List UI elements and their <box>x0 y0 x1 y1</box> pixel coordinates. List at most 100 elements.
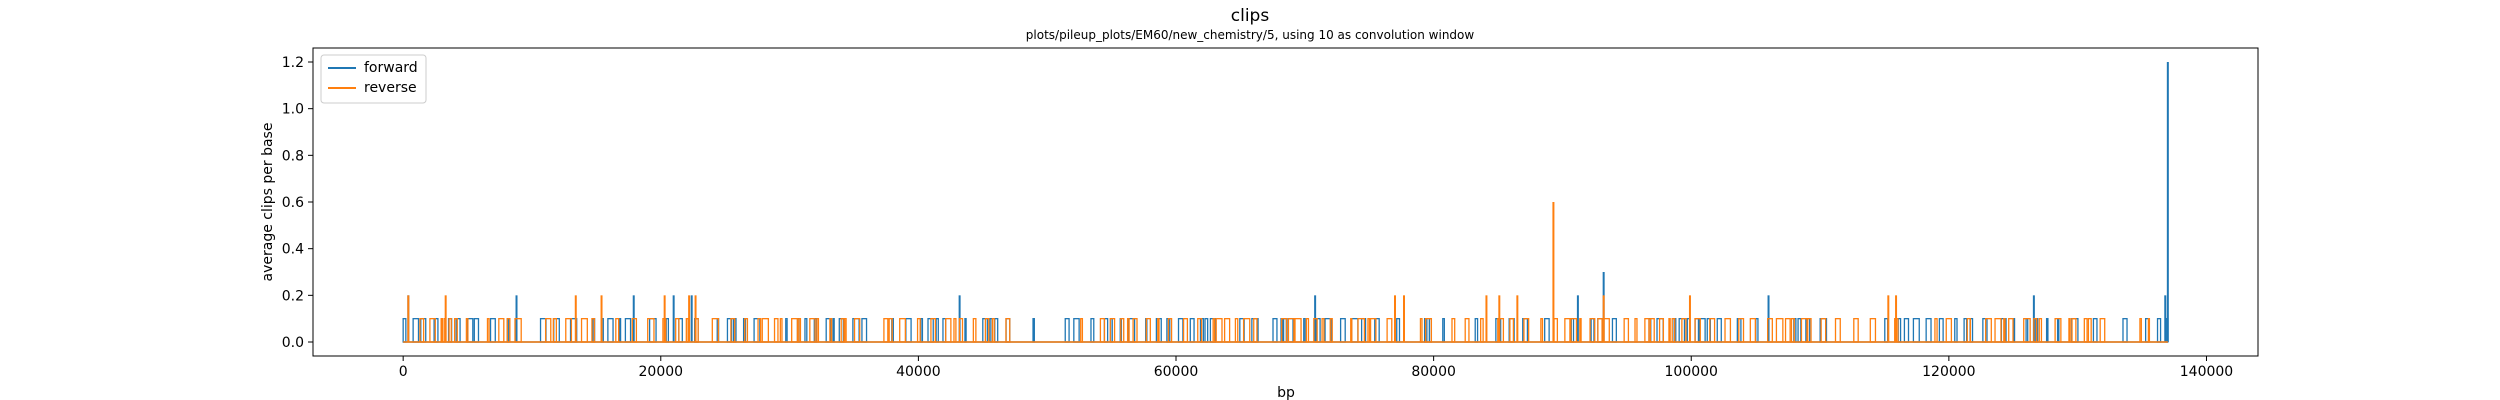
legend: forward reverse <box>320 54 427 104</box>
series-reverse-pulse <box>1424 318 1432 343</box>
series-reverse-pulse <box>1994 318 2002 343</box>
series-forward-pulse <box>2045 318 2049 343</box>
series-reverse-pulse <box>773 318 779 343</box>
series-reverse-pulse <box>453 318 458 343</box>
y-tick-label: 0.0 <box>282 335 304 351</box>
series-reverse-pulse <box>675 318 680 343</box>
series-reverse-pulse <box>429 318 436 343</box>
chart-subtitle: plots/pileup_plots/EM60/new_chemistry/5,… <box>1026 28 1475 42</box>
series-reverse-pulse <box>744 318 749 343</box>
series-reverse-pulse <box>1634 318 1638 343</box>
x-tick-label: 40000 <box>896 364 941 380</box>
series-reverse-pulse <box>2023 318 2031 343</box>
series-reverse-pulse <box>419 318 425 343</box>
series-reverse-pulse <box>685 318 689 343</box>
series-reverse-pulse <box>1350 318 1353 343</box>
series-reverse-pulse <box>1579 318 1582 343</box>
series-forward-pulse <box>832 318 835 343</box>
series-reverse-pulse <box>1294 318 1302 343</box>
x-tick-label: 120000 <box>1922 364 1975 380</box>
x-ticks: 0 20000 40000 60000 80000 100000 120000 140000 <box>399 356 2233 380</box>
series-reverse-pulse <box>1807 318 1812 343</box>
x-tick-label: 100000 <box>1665 364 1718 380</box>
series-reverse-pulse <box>2003 318 2006 343</box>
series-reverse-pulse <box>1694 318 1701 343</box>
series-reverse-pulse <box>1869 318 1877 343</box>
series-layer <box>402 62 2169 343</box>
series-reverse-pulse <box>1644 318 1650 343</box>
series-reverse-pulse <box>1597 318 1603 343</box>
series-reverse-pulse <box>1464 318 1470 343</box>
series-reverse-pulse <box>899 318 906 343</box>
series-reverse-pulse <box>757 318 762 343</box>
legend-label-reverse: reverse <box>364 80 417 96</box>
series-reverse-pulse <box>1668 318 1671 343</box>
legend-label-forward: forward <box>364 60 418 76</box>
series-reverse-pulse <box>1540 318 1544 343</box>
series-reverse-pulse <box>1934 318 1938 343</box>
series-reverse-pulse <box>591 318 596 343</box>
series-reverse-pulse <box>991 318 995 343</box>
series-reverse-pulse <box>844 318 847 343</box>
y-tick-label: 0.2 <box>282 288 304 304</box>
series-reverse-pulse <box>916 318 921 343</box>
series-reverse-pulse <box>440 318 444 343</box>
series-reverse-pulse <box>840 318 845 343</box>
series-reverse-pulse <box>1357 318 1366 343</box>
y-tick-label: 0.4 <box>282 242 304 258</box>
series-reverse-pulse <box>1167 318 1173 343</box>
series-reverse-pulse <box>1234 318 1239 343</box>
series-reverse-pulse <box>1287 318 1295 343</box>
series-reverse-pulse <box>984 318 990 343</box>
series-reverse-pulse <box>711 318 720 343</box>
series-reverse-pulse <box>798 318 802 343</box>
series-reverse-pulse <box>1157 318 1160 343</box>
series-reverse-pulse <box>958 318 964 343</box>
series-reverse-pulse <box>1523 318 1530 343</box>
series-reverse-pulse <box>1649 318 1655 343</box>
series-reverse-pulse <box>1480 318 1484 343</box>
series-reverse-pulse <box>1080 318 1084 343</box>
series-reverse-pulse <box>2147 318 2151 343</box>
series-reverse-pulse <box>580 318 588 343</box>
series-reverse-pulse <box>730 318 736 343</box>
series-reverse-pulse <box>883 318 889 343</box>
series-reverse-pulse <box>1386 318 1393 343</box>
series-reverse-pulse <box>506 318 511 343</box>
series-reverse-pulse <box>1281 318 1288 343</box>
series-reverse-pulse <box>448 318 452 343</box>
series-reverse-pulse <box>1223 318 1231 343</box>
x-tick-label: 20000 <box>639 364 684 380</box>
series-reverse-pulse <box>486 318 490 343</box>
series-reverse-pulse <box>1099 318 1106 343</box>
series-reverse-pulse <box>1497 318 1505 343</box>
series-reverse-pulse <box>1775 318 1784 343</box>
x-tick-label: 140000 <box>2180 364 2233 380</box>
series-reverse-pulse <box>1313 318 1318 343</box>
series-reverse-pulse <box>816 318 820 343</box>
y-tick-label: 0.8 <box>282 148 304 164</box>
series-reverse-pulse <box>2087 318 2092 343</box>
series-reverse-pulse <box>647 318 655 343</box>
series-reverse-pulse <box>1005 318 1011 343</box>
series-forward-pulse <box>618 318 622 343</box>
series-reverse-pulse <box>1182 318 1189 343</box>
series-reverse-pulse <box>1800 318 1808 343</box>
x-tick-label: 80000 <box>1411 364 1456 380</box>
series-reverse-pulse <box>1109 318 1116 343</box>
series-reverse-pulse <box>2071 318 2077 343</box>
series-reverse-pulse <box>779 318 783 343</box>
series-reverse-pulse <box>2033 318 2038 343</box>
series-reverse-pulse <box>2054 318 2062 343</box>
series-reverse-pulse <box>1724 318 1732 343</box>
series-reverse-pulse <box>1132 318 1138 343</box>
series-reverse-pulse <box>615 318 620 343</box>
series-reverse-pulse <box>1509 318 1515 343</box>
y-tick-label: 0.6 <box>282 195 304 211</box>
series-reverse-pulse <box>1419 318 1423 343</box>
series-reverse-pulse <box>953 318 957 343</box>
series-reverse-pulse <box>1242 318 1251 343</box>
series-reverse-pulse <box>1820 318 1827 343</box>
series-reverse <box>403 202 2168 343</box>
